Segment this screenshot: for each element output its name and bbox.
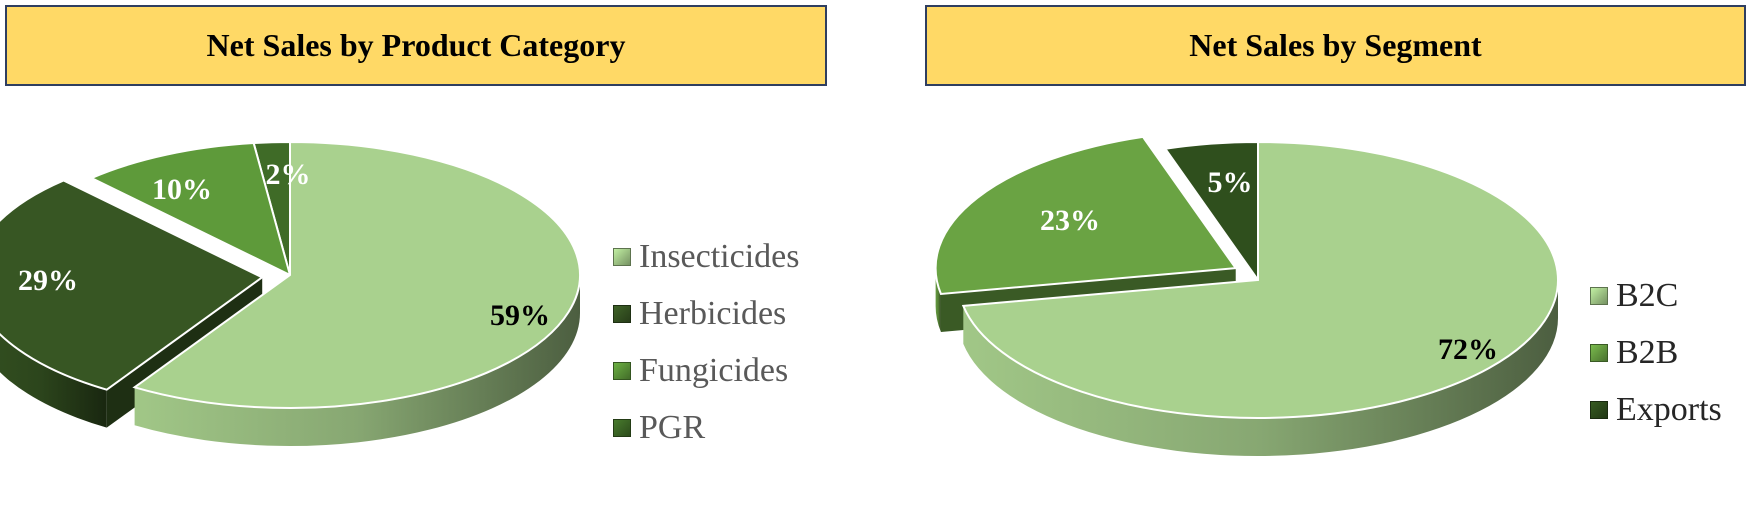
legend-swatch-insecticides [613,247,631,266]
legend-label-exports: Exports [1616,390,1722,428]
pie-slice-herbicides [0,179,265,391]
legend-swatch-pgr [613,418,631,437]
legend-label-b2c: B2C [1616,276,1679,314]
pie-slice-b2c [961,140,1559,419]
legend-segment: B2C B2B Exports [1590,267,1722,438]
legend-label-fungicides: Fungicides [639,351,789,389]
legend-product-category: Insecticides Herbicides Fungicides PGR [613,228,800,456]
legend-label-herbicides: Herbicides [639,294,787,332]
data-label-herbicides: 29% [18,264,78,297]
chart-title-product-category: Net Sales by Product Category [5,5,827,86]
legend-swatch-b2c [1590,286,1608,305]
data-label-insecticides: 59% [490,299,550,332]
chart-title-segment: Net Sales by Segment [925,5,1746,86]
pie-slice-insecticides [132,140,581,409]
pie-chart-product-category: 59% 29% 10% 2% [0,140,581,446]
legend-swatch-herbicides [613,304,631,323]
data-label-pgr: 2% [266,158,311,191]
pie-side-b2c [963,280,1559,457]
legend-item-b2b: B2B [1590,324,1722,381]
pie-slice-fungicides [89,142,292,277]
legend-item-exports: Exports [1590,381,1722,438]
legend-item-pgr: PGR [613,399,800,456]
data-label-b2b: 23% [1040,204,1100,237]
legend-label-insecticides: Insecticides [639,237,800,275]
pie-chart-segment: 72% 23% 5% [934,135,1559,457]
legend-item-insecticides: Insecticides [613,228,800,285]
pie-slice-b2b [934,135,1238,296]
legend-item-b2c: B2C [1590,267,1722,324]
legend-swatch-b2b [1590,343,1608,362]
data-label-b2c: 72% [1438,333,1498,366]
legend-swatch-fungicides [613,361,631,380]
data-label-exports: 5% [1208,166,1253,199]
legend-item-herbicides: Herbicides [613,285,800,342]
legend-item-fungicides: Fungicides [613,342,800,399]
legend-label-pgr: PGR [639,408,706,446]
pie-side-herbicides [0,334,107,428]
legend-swatch-exports [1590,400,1608,419]
legend-label-b2b: B2B [1616,333,1679,371]
data-label-fungicides: 10% [152,173,212,206]
pie-side-insecticides [134,275,580,446]
